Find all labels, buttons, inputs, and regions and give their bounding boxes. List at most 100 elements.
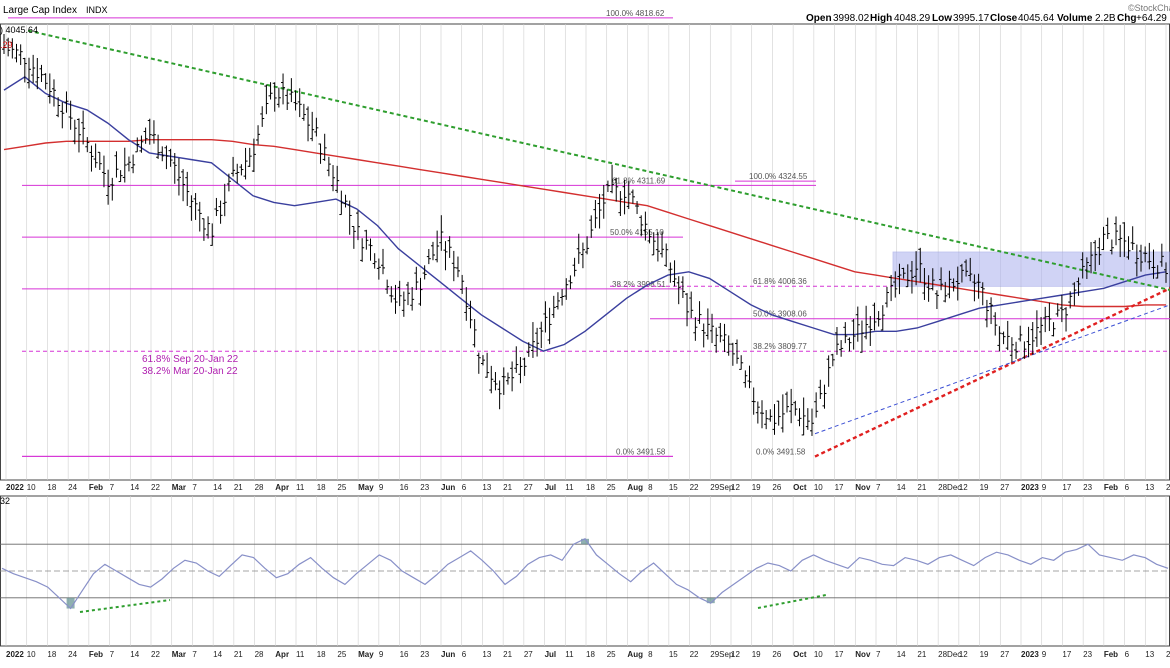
rsi-extreme-shade (66, 597, 75, 609)
x-tick-label: 7 (110, 483, 115, 492)
x-tick-label: 18 (586, 650, 595, 659)
x-tick-label: 25 (337, 650, 346, 659)
x-tick-label: 6 (1125, 483, 1130, 492)
x-tick-label: 29Sep (710, 650, 734, 659)
x-tick-label: 23 (1083, 483, 1092, 492)
rsi-panel: 32 (0, 495, 1170, 647)
low-label: Low (932, 13, 952, 24)
rsi-divergence-line (79, 599, 171, 613)
watermark: ©StockCharts (1128, 3, 1170, 13)
x-tick-label: 21 (234, 650, 243, 659)
x-tick-label: Oct (793, 650, 807, 659)
x-tick-label: Feb (1104, 650, 1118, 659)
x-tick-label: 19 (752, 650, 761, 659)
ohlc-summary: Open 3998.02 High 4048.29 Low 3995.17 Cl… (806, 13, 1167, 24)
x-tick-label: Oct (793, 483, 807, 492)
fib-annotation: 61.8% Sep 20-Jan 22 (142, 354, 239, 365)
x-tick-label: 10 (27, 483, 36, 492)
x-tick-label: 28Dec (938, 650, 961, 659)
x-tick-label: 28Dec (938, 483, 961, 492)
x-tick-label: 7 (876, 650, 881, 659)
x-tick-label: 26 (772, 483, 781, 492)
x-tick-label: 14 (130, 650, 139, 659)
x-tick-label: 18 (47, 650, 56, 659)
fib-level-label: 61.8% 4311.69 (612, 176, 666, 185)
fib-level-label: 0.0% 3491.58 (616, 447, 666, 456)
legend-ma: .29 (0, 40, 13, 50)
open-value: 3998.02 (833, 13, 870, 24)
x-tick-label: 16 (400, 483, 409, 492)
header-bar (0, 0, 1170, 22)
x-tick-label: Feb (1104, 483, 1118, 492)
x-tick-label: 13 (482, 650, 491, 659)
legend-price: ) 4045.64 (0, 25, 38, 35)
support-line (814, 304, 1170, 435)
x-tick-label: 10 (27, 650, 36, 659)
x-tick-label: 7 (876, 483, 881, 492)
x-tick-label: 17 (835, 483, 844, 492)
price-panel: 100.0% 4818.62 61.8% 4311.69 50.0% 4155.10… (0, 9, 1170, 481)
x-tick-label: Apr (275, 650, 289, 659)
open-label: Open (806, 13, 832, 24)
x-tick-label: 21 (1166, 650, 1170, 659)
downtrend-line (27, 29, 1170, 291)
x-tick-label: Jul (545, 483, 557, 492)
x-tick-label: Nov (855, 483, 871, 492)
x-tick-label: 18 (317, 483, 326, 492)
x-tick-label: 22 (151, 483, 160, 492)
close-value: 4045.64 (1018, 13, 1055, 24)
x-tick-label: 24 (68, 650, 77, 659)
fib-level-label: 38.2% 3809.77 (753, 342, 807, 351)
x-tick-label: 21 (917, 483, 926, 492)
x-tick-label: 17 (835, 650, 844, 659)
x-tick-label: 27 (524, 650, 533, 659)
x-tick-label: 2022 (6, 650, 24, 659)
x-tick-label: 9 (379, 650, 384, 659)
x-tick-label: 12 (731, 650, 740, 659)
x-tick-label: 19 (980, 483, 989, 492)
moving-average-fast (3, 76, 1167, 352)
uptrend-line (814, 287, 1170, 458)
rsi-divergence-line (757, 594, 827, 609)
fib-level-label: 0.0% 3491.58 (756, 447, 806, 456)
x-tick-label: 13 (1145, 483, 1154, 492)
x-tick-label: Mar (172, 650, 186, 659)
date-axis: 20222022101018182424FebFeb7714142222MarM… (6, 483, 1170, 659)
fib-level-label: 50.0% 4155.10 (610, 228, 664, 237)
x-tick-label: May (358, 650, 374, 659)
resistance-zone (892, 251, 1170, 287)
rsi-extreme-shade (706, 597, 715, 604)
x-tick-label: 7 (192, 650, 197, 659)
x-tick-label: 24 (68, 483, 77, 492)
x-tick-label: 7 (192, 483, 197, 492)
x-tick-label: 22 (690, 483, 699, 492)
x-tick-label: 18 (317, 650, 326, 659)
legend-rsi: 32 (0, 496, 10, 506)
x-tick-label: 28 (255, 483, 264, 492)
x-tick-label: 2023 (1021, 650, 1039, 659)
x-tick-label: 9 (1042, 483, 1047, 492)
x-tick-label: 11 (296, 650, 305, 659)
volume-label: Volume (1057, 13, 1093, 24)
x-tick-label: 25 (607, 483, 616, 492)
x-tick-label: 22 (151, 650, 160, 659)
x-tick-label: 10 (814, 650, 823, 659)
high-value: 4048.29 (894, 13, 931, 24)
x-tick-label: 9 (1042, 650, 1047, 659)
x-tick-label: 12 (959, 483, 968, 492)
x-tick-label: 7 (110, 650, 115, 659)
x-tick-label: 11 (565, 650, 574, 659)
x-tick-label: 19 (752, 483, 761, 492)
fib-level-label: 50.0% 3908.06 (753, 310, 807, 319)
x-tick-label: 13 (482, 483, 491, 492)
x-tick-label: 21 (503, 650, 512, 659)
x-tick-label: 10 (814, 483, 823, 492)
x-tick-label: 23 (420, 483, 429, 492)
x-tick-label: 18 (47, 483, 56, 492)
x-tick-label: 21 (234, 483, 243, 492)
rsi-line (1, 538, 1169, 610)
fib-level-label: 38.2% 3998.51 (612, 280, 666, 289)
x-tick-label: 22 (690, 650, 699, 659)
